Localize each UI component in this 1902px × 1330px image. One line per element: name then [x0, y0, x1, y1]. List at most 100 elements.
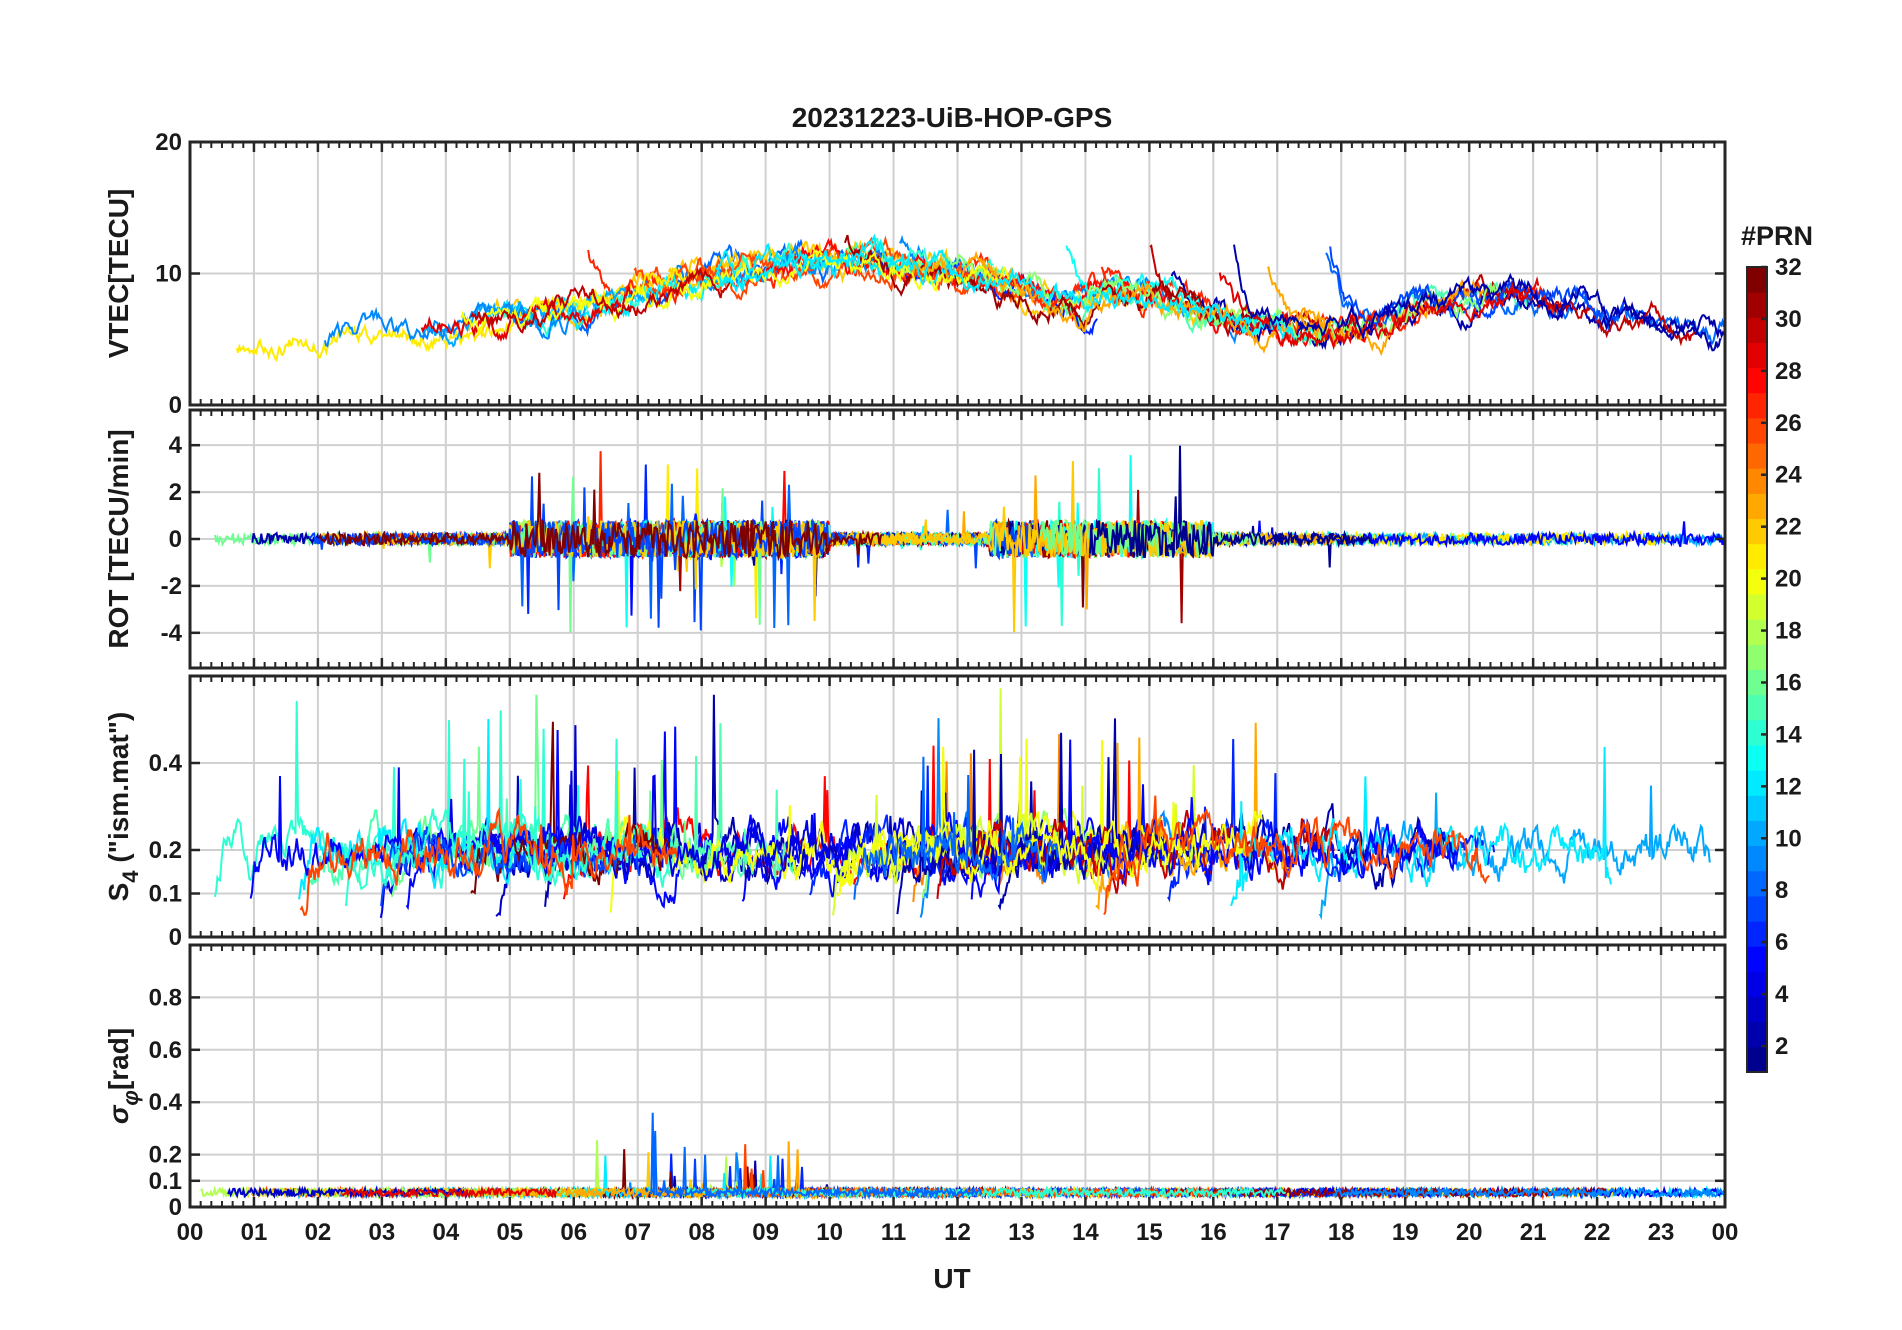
x-tick-label: 02 [305, 1219, 332, 1246]
sigphi-ytick-label: 0.2 [149, 1142, 182, 1169]
x-tick-label: 17 [1264, 1219, 1291, 1246]
s4-grid [190, 676, 1725, 937]
x-tick-label: 01 [241, 1219, 268, 1246]
x-tick-label: 21 [1520, 1219, 1547, 1246]
x-tick-label: 06 [560, 1219, 587, 1246]
colorbar-tick-label: 20 [1775, 566, 1802, 593]
rot-ylabel: ROT [TECU/min] [103, 429, 134, 648]
s4-yticks: 0 0.1 0.2 0.4 [149, 750, 1725, 951]
rot-series-prn-line [318, 472, 883, 561]
colorbar-frame [1746, 266, 1768, 1073]
colorbar-tick-label: 10 [1775, 825, 1802, 852]
sigphi-xticks [188, 945, 1727, 1207]
x-tick-label: 12 [944, 1219, 971, 1246]
colorbar-tick-label: 18 [1775, 618, 1802, 645]
colorbar-tick-label: 8 [1775, 877, 1788, 904]
colorbar-segment [1747, 594, 1767, 620]
colorbar-segment [1747, 443, 1767, 469]
s4-ytick-label: 0 [169, 924, 182, 951]
panel-rot: -4 -2 0 2 4 ROT [TECU/min] [103, 408, 1727, 670]
colorbar-segment [1747, 292, 1767, 318]
colorbar-segment [1747, 946, 1767, 972]
colorbar-segment [1747, 971, 1767, 998]
rot-ytick-label: -4 [161, 620, 183, 647]
panel-sigphi: 00.10.2 0.4 0.6 0.8σφ[rad] [103, 943, 1727, 1221]
sigphi-ytick-label: 0.6 [149, 1037, 182, 1064]
colorbar-tick-label: 26 [1775, 410, 1802, 437]
colorbar-segment [1747, 267, 1767, 293]
colorbar-tick-label: 16 [1775, 669, 1802, 696]
colorbar-segment [1747, 719, 1767, 746]
x-tick-label: 07 [624, 1219, 651, 1246]
colorbar-segment [1747, 1046, 1767, 1073]
x-tick-labels: 00 01 02 03 04 05 06 07 08 09 10 11 12 13 14 15 16 17 18 19… [177, 1219, 1739, 1246]
panel-vtec: 0 10 20 VTEC[TECU] [103, 129, 1727, 419]
figure-title: 20231223-UiB-HOP-GPS [792, 102, 1113, 133]
sigphi-yticks: 00.10.2 0.4 0.6 0.8 [149, 984, 1725, 1221]
x-tick-label: 00 [1712, 1219, 1739, 1246]
colorbar-segment [1747, 543, 1767, 570]
colorbar-tick-label: 6 [1775, 929, 1788, 956]
colorbar-tick-label: 24 [1775, 462, 1802, 489]
s4-series-prn-line [970, 739, 1458, 900]
vtec-ytick-label: 10 [155, 261, 182, 288]
s4-series-prn-line [741, 784, 1165, 902]
vtec-series-prn-line [909, 250, 1334, 355]
x-tick-label: 18 [1328, 1219, 1355, 1246]
colorbar-segment [1747, 392, 1767, 419]
rot-series-prn-line [1089, 496, 1372, 559]
x-tick-label: 19 [1392, 1219, 1419, 1246]
vtec-series-prn-line [1170, 270, 1725, 351]
colorbar-title: #PRN [1741, 221, 1813, 251]
x-tick-label: 16 [1200, 1219, 1227, 1246]
vtec-ytick-label: 0 [169, 392, 182, 419]
x-tick-label: 11 [881, 1219, 906, 1246]
colorbar-segment [1747, 820, 1767, 847]
s4-series-prn-line [1095, 722, 1289, 911]
rot-series [214, 445, 1725, 633]
colorbar-segment [1747, 845, 1767, 872]
rot-ytick-label: 0 [169, 526, 182, 553]
rot-xticks [188, 410, 1727, 668]
colorbar-segment [1747, 417, 1767, 444]
s4-series [213, 688, 1711, 921]
vtec-series [235, 233, 1725, 363]
colorbar-tick-label: 4 [1775, 981, 1789, 1008]
sigphi-series-prn-line [1332, 1184, 1725, 1200]
sigphi-ytick-label: 0.8 [149, 984, 182, 1011]
colorbar-segment [1747, 317, 1767, 343]
vtec-series-prn-line [470, 266, 732, 334]
rot-ytick-label: 4 [169, 432, 183, 459]
rot-ytick-label: 2 [169, 479, 182, 506]
vtec-ylabel: VTEC[TECU] [103, 189, 134, 359]
s4-ytick-label: 0.4 [149, 750, 183, 777]
x-tick-label: 22 [1584, 1219, 1611, 1246]
s4-series-prn-line [345, 710, 644, 906]
colorbar-segment [1747, 367, 1767, 394]
colorbar-tick-label: 32 [1775, 254, 1802, 281]
colorbar-segment [1747, 493, 1767, 520]
colorbar-segment [1747, 568, 1767, 595]
colorbar-tick-label: 14 [1775, 721, 1802, 748]
vtec-series-prn-line [1266, 265, 1487, 357]
s4-series-prn-line [1103, 795, 1490, 916]
vtec-series-prn-line [235, 266, 699, 363]
x-tick-label: 20 [1456, 1219, 1483, 1246]
colorbar-segment [1747, 669, 1767, 696]
sigphi-ylabel: σφ[rad] [103, 1028, 143, 1124]
vtec-yticks: 0 10 20 [155, 129, 1725, 419]
colorbar-segment [1747, 342, 1767, 369]
panel-s4: 0 0.1 0.2 0.4S4 ("ism.mat") [103, 674, 1727, 951]
s4-series-prn-line [609, 738, 1202, 913]
x-tick-label: 10 [816, 1219, 843, 1246]
sigphi-ytick-label: 0 [169, 1194, 182, 1221]
colorbar-segment [1747, 921, 1767, 947]
vtec-ytick-label: 20 [155, 129, 182, 156]
rot-yticks: -4 -2 0 2 4 [161, 432, 1725, 647]
x-tick-label: 03 [369, 1219, 396, 1246]
colorbar-segment [1747, 770, 1767, 796]
x-tick-label: 13 [1008, 1219, 1035, 1246]
sigphi-ytick-label: 0.4 [149, 1089, 183, 1116]
